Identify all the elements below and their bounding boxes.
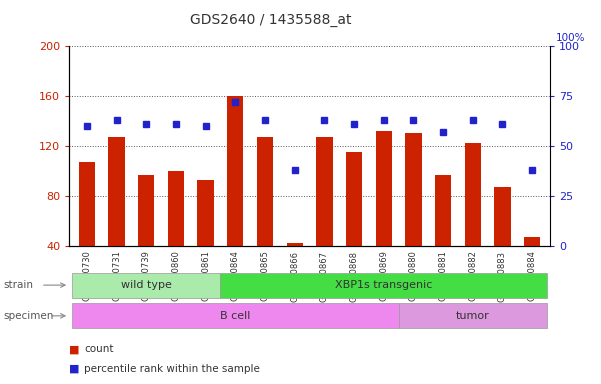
Bar (465, 143, 481, 246)
Text: B cell: B cell (220, 311, 251, 321)
Text: 100%: 100% (555, 33, 585, 43)
Bar (227, 96, 243, 246)
Bar (435, 175, 451, 246)
Bar (346, 152, 362, 246)
Text: ■: ■ (69, 344, 83, 354)
Text: strain: strain (3, 280, 33, 290)
Text: specimen: specimen (3, 311, 53, 321)
Bar (108, 137, 125, 246)
Text: wild type: wild type (121, 280, 172, 290)
Bar (198, 180, 214, 246)
Bar (79, 162, 95, 246)
Bar (168, 171, 184, 246)
Bar (524, 237, 540, 246)
Bar (316, 137, 332, 246)
Text: ■: ■ (69, 364, 83, 374)
Text: percentile rank within the sample: percentile rank within the sample (84, 364, 260, 374)
Bar (287, 243, 303, 246)
Text: GDS2640 / 1435588_at: GDS2640 / 1435588_at (190, 13, 351, 27)
Text: count: count (84, 344, 114, 354)
Text: tumor: tumor (456, 311, 490, 321)
Bar (138, 175, 154, 246)
Bar (494, 187, 511, 246)
Bar (257, 137, 273, 246)
Bar (405, 133, 421, 246)
Text: XBP1s transgenic: XBP1s transgenic (335, 280, 432, 290)
Bar (376, 131, 392, 246)
